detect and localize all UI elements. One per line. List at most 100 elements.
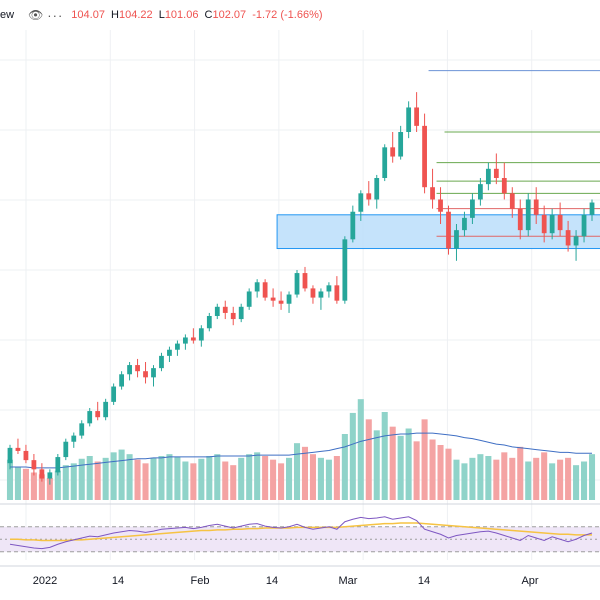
candle-body [175,343,180,350]
volume-bar [46,478,53,500]
volume-bar [62,465,69,500]
candle-body [422,125,427,188]
volume-bar [190,463,197,500]
candle-body [71,435,77,442]
rsi-line [9,516,593,550]
candle-body [406,107,412,132]
candle-body [470,199,475,218]
candle-body [438,199,443,212]
candle-body [478,184,483,200]
eye-icon[interactable]: 👁 [28,8,44,22]
time-axis-label: 14 [112,575,124,587]
volume-bar [158,456,165,500]
candle-body [326,285,332,292]
volume-bar [22,468,29,500]
volume-bar [549,463,556,500]
candle-body [143,371,148,378]
volume-bar [182,461,189,500]
candle-body [183,337,188,344]
volume-bar [493,459,500,500]
volume-bar [541,452,548,500]
candle-body [151,368,156,378]
volume-bar [365,419,372,500]
candle-body [525,199,531,231]
volume-bar [214,454,221,500]
volume-bar [533,457,540,500]
volume-bar [166,454,173,500]
candle-body [222,306,228,313]
candle-body [374,178,380,200]
volume-bar [461,463,468,500]
volume-bar [118,449,125,500]
candle-body [63,441,69,458]
candle-body [342,239,348,301]
candle-body [103,401,109,418]
volume-bar [301,446,309,500]
volume-bar [477,454,484,500]
candle-body [198,328,204,341]
candle-body [310,288,316,298]
volume-bar [437,445,444,500]
candle-body [246,291,252,307]
volume-bar [421,419,428,500]
time-axis-label: 14 [266,575,278,587]
candle-body [39,469,45,479]
candle-body [167,349,172,356]
candle-body [135,365,140,372]
volume-bar [134,459,141,500]
volume-bar [102,457,109,500]
volume-bar [429,439,436,500]
candle-body [127,365,132,375]
volume-bar [357,399,364,500]
candle-body [501,178,507,194]
low-value: 101.06 [164,9,199,21]
candle-body [390,147,396,157]
volume-bar [238,457,245,500]
volume-bar [325,459,332,500]
volume-bar [150,457,157,500]
candle-body [557,214,563,231]
candle-body [430,187,435,200]
candle-body [382,147,388,178]
volume-bar [206,456,213,500]
volume-bar [270,459,277,500]
candle-body [509,193,515,209]
volume-bar [230,465,237,500]
candle-body [23,450,29,461]
candle-body [485,168,491,185]
candle-body [270,297,276,301]
volume-bar [126,454,133,500]
time-axis-label: Feb [191,575,210,587]
volume-bar [54,470,61,500]
volume-bar [485,456,492,500]
candle-body [398,132,404,157]
volume-ma-line [9,432,593,469]
candle-body [589,202,595,215]
volume-bar [38,474,45,500]
candle-body [541,214,547,234]
volume-bar [349,412,356,500]
volume-bar [254,452,261,500]
candle-body [238,306,244,320]
candle-body [31,460,37,470]
candle-body [446,211,451,249]
candle-body [278,300,284,304]
volume-bar [413,441,420,500]
volume-bar [445,448,452,500]
volume-bar [453,459,460,500]
more-icon[interactable]: ··· [47,7,64,23]
volume-bar [389,426,396,500]
candle-body [190,337,196,341]
low-label: L [158,9,165,21]
candle-body [294,273,300,295]
ohlc-readout: 104.07 H104.22 L101.06 C102.07 -1.72 (-1… [71,9,325,21]
candle-body [318,291,324,298]
close-label: C [204,9,213,21]
volume-bar [278,463,285,500]
time-axis-label: Mar [339,575,358,587]
candle-body [87,411,93,424]
symbol-title[interactable]: ew [0,9,15,21]
candle-body [95,411,101,418]
volume-bar [309,454,316,500]
